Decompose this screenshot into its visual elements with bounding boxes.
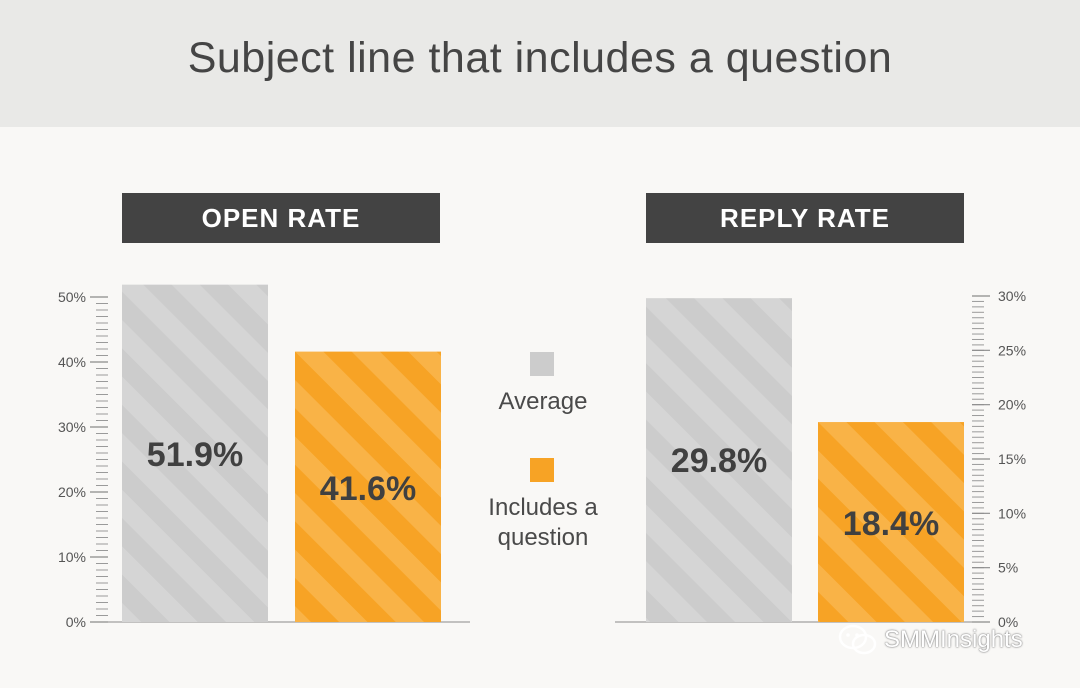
open-tick-label: 30% [58,419,86,435]
legend-swatch-average [530,352,554,376]
open-value-label-average: 51.9% [147,436,243,474]
open-value-label-question: 41.6% [320,470,416,508]
legend-label-question: Includes a question [488,494,598,551]
reply-rate-label: REPLY RATE [646,193,964,243]
reply-tick-label: 10% [998,505,1026,521]
wechat-icon [838,624,877,655]
reply-tick-label: 0% [998,614,1018,630]
open-tick-label: 10% [58,549,86,565]
reply-tick-label: 30% [998,288,1026,304]
open-rate-label: OPEN RATE [122,193,440,243]
reply-tick-label: 15% [998,451,1026,467]
reply-tick-label: 20% [998,397,1026,413]
reply-value-label-average: 29.8% [671,442,767,480]
legend-swatch-question [530,458,554,482]
open-bar-question [295,351,441,622]
open-tick-label: 0% [66,614,86,630]
watermark: SMMInsights [838,618,1058,662]
header-band [0,0,1080,127]
reply-bar-question [818,422,964,622]
page-title: Subject line that includes a question [187,34,893,82]
reply-tick-label: 25% [998,342,1026,358]
open-bar-average [122,284,268,622]
watermark-text: SMMInsights [884,626,1023,653]
reply-tick-label: 5% [998,560,1018,576]
open-tick-label: 50% [58,289,86,305]
open-tick-label: 20% [58,484,86,500]
legend-label-average: Average [498,388,588,415]
open-tick-label: 40% [58,354,86,370]
reply-value-label-question: 18.4% [843,505,939,543]
reply-bar-average [646,298,792,622]
